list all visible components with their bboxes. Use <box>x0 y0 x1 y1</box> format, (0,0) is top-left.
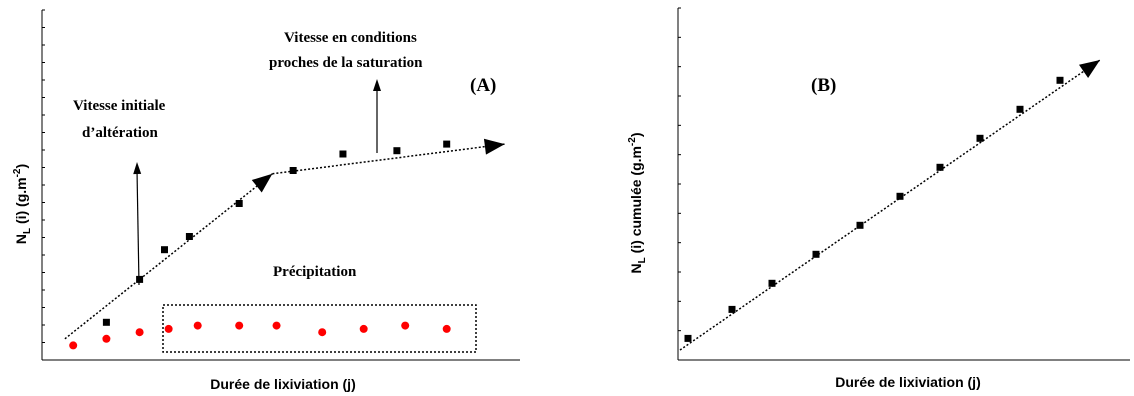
trend-line <box>679 59 1101 351</box>
trend-line <box>64 173 273 340</box>
data-point-square <box>936 163 944 171</box>
initial-rate-arrowhead <box>133 162 142 175</box>
data-point-circle <box>69 341 78 350</box>
data-point-square <box>1056 76 1064 84</box>
data-point-circle <box>102 334 111 343</box>
panel-a-trendlines <box>64 138 505 340</box>
panel-b: (B) Durée de lixiviation (j) NL (i) cumu… <box>627 7 1130 390</box>
data-point-square <box>684 334 692 342</box>
annotation-arrows <box>133 79 381 286</box>
annotation-initial-line2: d’altération <box>82 125 158 141</box>
data-point-square <box>339 150 347 158</box>
panel-a-x-axis-title: Durée de lixiviation (j) <box>210 376 355 392</box>
panel-b-trendlines <box>679 59 1101 351</box>
panel-b-label: (B) <box>811 75 836 96</box>
saturation-arrowhead <box>373 79 381 91</box>
data-point-circle <box>359 324 368 333</box>
panel-a: (A) Vitesse initiale d’altération Vitess… <box>12 9 520 392</box>
initial-rate-arrow-line <box>136 169 140 286</box>
annotation-initial-line1: Vitesse initiale <box>73 98 166 114</box>
data-point-square <box>1016 105 1024 113</box>
data-point-square <box>896 192 904 200</box>
data-point-square <box>856 221 864 229</box>
data-point-square <box>161 246 168 254</box>
data-point-square <box>393 147 401 155</box>
annotation-precipitation: Précipitation <box>273 264 357 280</box>
precipitation-box <box>162 304 477 353</box>
panel-b-x-axis-title: Durée de lixiviation (j) <box>835 374 980 390</box>
data-point-circle <box>442 324 451 333</box>
data-point-circle <box>193 321 202 330</box>
panel-b-y-axis-title: NL (i) cumulée (g.m-2) <box>627 132 648 273</box>
panel-a-y-axis-title: NL (i) (g.m-2) <box>12 164 33 244</box>
data-point-square <box>289 167 297 174</box>
data-point-square <box>136 275 144 283</box>
panel-a-label: (A) <box>470 75 496 96</box>
trend-arrowhead <box>1078 60 1100 78</box>
panel-b-marks <box>684 76 1064 342</box>
data-point-circle <box>135 328 144 337</box>
trend-line <box>272 143 505 175</box>
annotation-saturation-line2: proches de la saturation <box>269 55 423 71</box>
data-point-square <box>102 318 110 326</box>
data-point-circle <box>272 321 281 330</box>
data-point-circle <box>164 324 173 333</box>
data-point-square <box>976 134 984 142</box>
precipitation-box-outline <box>162 304 477 353</box>
trend-arrowhead <box>251 173 273 193</box>
panel-b-y-ticks <box>678 7 681 361</box>
panel-a-y-ticks <box>42 9 45 361</box>
data-point-square <box>185 233 193 240</box>
data-point-circle <box>318 328 327 337</box>
data-point-square <box>812 250 820 258</box>
data-point-circle <box>235 321 244 330</box>
data-point-circle <box>401 321 410 330</box>
data-point-square <box>443 140 451 148</box>
panel-a-marks <box>69 140 451 350</box>
data-point-square <box>728 305 736 313</box>
annotation-saturation-line1: Vitesse en conditions <box>284 30 417 46</box>
trend-arrowhead <box>483 138 505 155</box>
data-point-square <box>768 279 776 287</box>
data-point-square <box>235 200 243 207</box>
